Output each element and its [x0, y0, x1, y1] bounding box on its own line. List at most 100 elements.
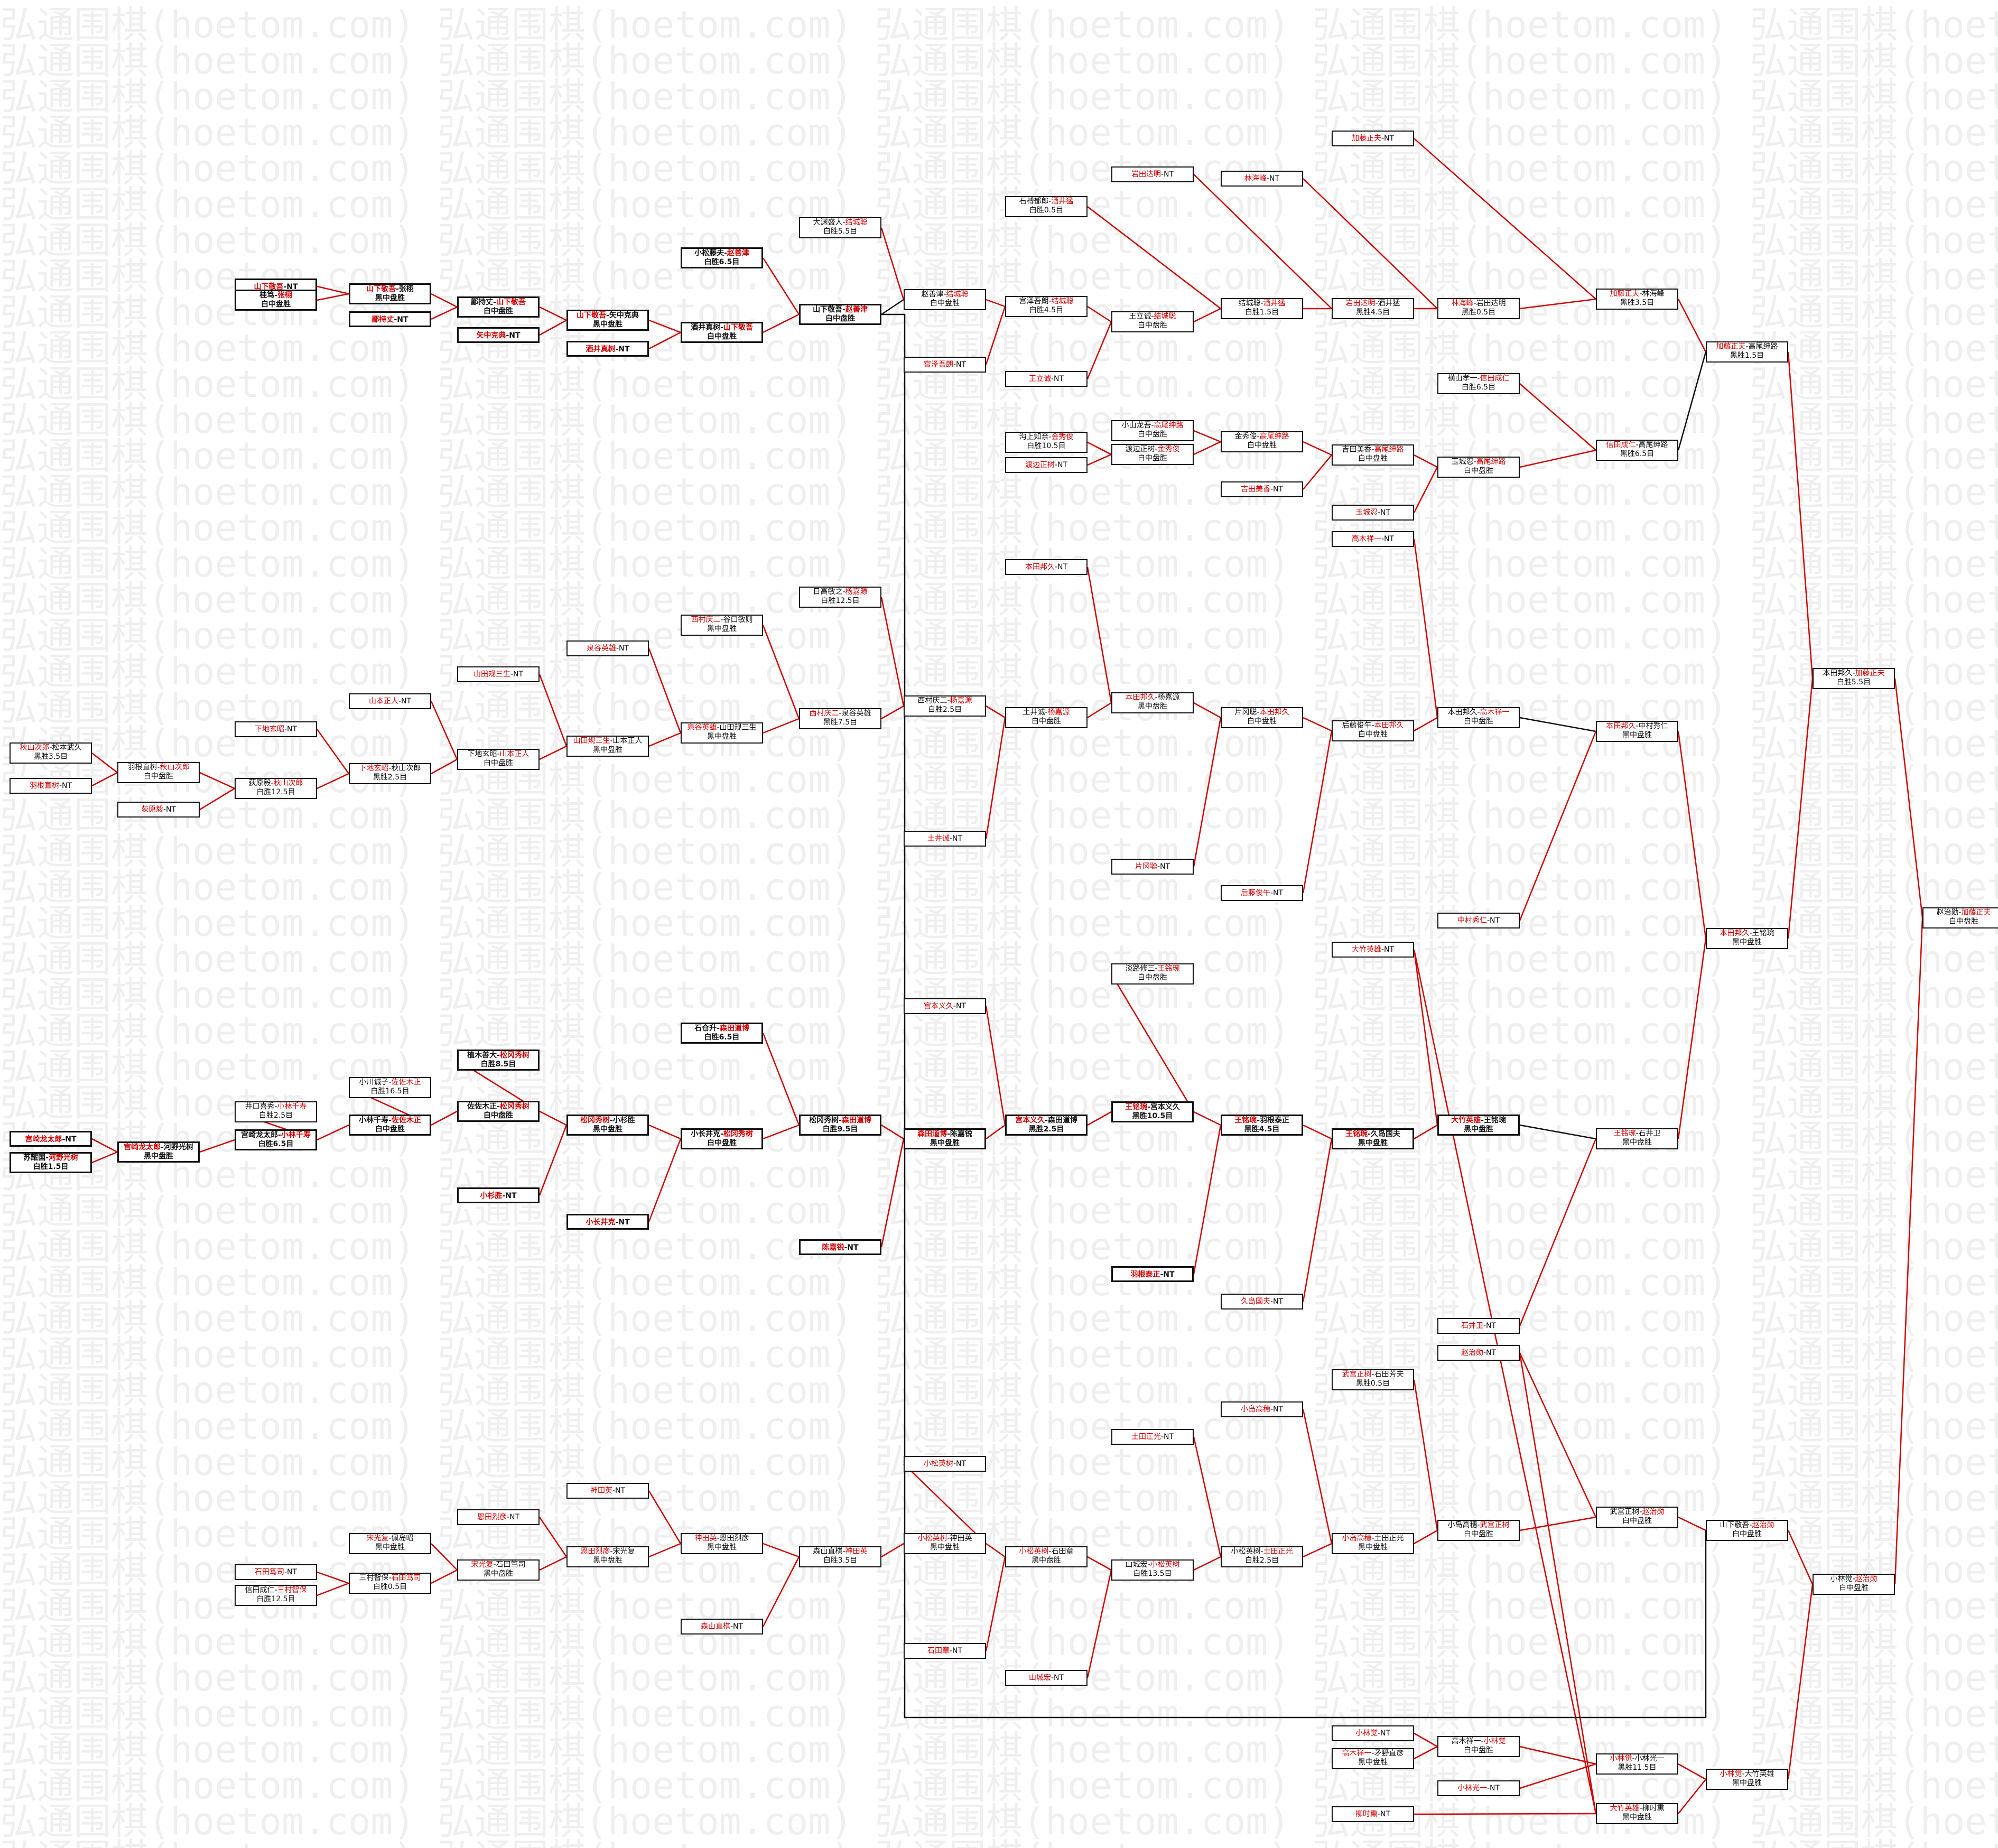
match-text: 片冈聪-	[1234, 708, 1260, 717]
winner-name: 宫崎龙太郎	[124, 1143, 161, 1151]
winner-name: 宫本义久	[1015, 1116, 1045, 1125]
match-box: 陈嘉锐-NT	[799, 1239, 881, 1255]
match-result: 白中盘胜	[682, 332, 761, 341]
winner-name: 石田笃司	[391, 1574, 421, 1582]
winner-name: 恩田烈彦	[477, 1513, 507, 1521]
match-text: -NT	[953, 360, 967, 369]
bracket-trunk	[881, 313, 1707, 1719]
match-result: 白胜10.5目	[1006, 442, 1086, 451]
match-text: -石田芳夫	[1371, 1370, 1404, 1379]
winner-name: 矢中克典	[476, 331, 506, 340]
match-text: 淡路修三-	[1125, 964, 1158, 973]
match-box: 桂笃-张栩 白中盘胜	[235, 290, 317, 311]
bracket-connector	[1677, 731, 1707, 939]
bracket-connector	[1414, 138, 1596, 300]
bracket-connector	[199, 787, 235, 811]
match-text: 黑中盘胜	[375, 294, 405, 302]
match-text: 白胜10.5目	[1027, 442, 1066, 450]
match-text: -林海峰	[1639, 290, 1665, 298]
bracket-connector	[1519, 1124, 1596, 1140]
match-box: 小松英树-土田正光 白胜2.5目	[1221, 1546, 1303, 1567]
match-text: 黑胜2.5目	[1028, 1125, 1064, 1134]
match-players: 井口喜秀-小林千寿	[236, 1102, 316, 1111]
match-result: 黑中盘胜	[682, 1543, 762, 1552]
match-text: -NT	[1051, 375, 1064, 383]
match-text: -NT	[502, 1192, 517, 1200]
match-players: 鄙持丈-NT	[350, 313, 430, 326]
match-result: 黑中盘胜	[1597, 1813, 1677, 1822]
match-players: 大竹英雄-柳时熏	[1597, 1804, 1677, 1813]
match-text: -秋山次郎	[388, 764, 421, 773]
winner-name: 加藤正夫	[1716, 342, 1746, 351]
match-text: 白中盘胜	[1138, 454, 1167, 462]
match-box: 三村智保-石田笃司 白胜0.5目	[349, 1573, 431, 1594]
match-players: 宋光复-石田笃司	[458, 1561, 538, 1570]
match-box: 鄙持丈-NT	[349, 311, 431, 327]
match-box: 赵治勋-NT	[1437, 1345, 1520, 1361]
match-result: 黑中盘胜	[905, 1139, 984, 1148]
bracket-connector	[903, 1463, 987, 1544]
match-box: 宫本义久-NT	[904, 998, 986, 1014]
match-result: 黑胜0.5目	[1333, 1379, 1413, 1388]
match-result: 黑中盘胜	[905, 1543, 985, 1552]
winner-name: 王铭琬	[1157, 964, 1180, 973]
bracket-connector	[1677, 351, 1707, 451]
match-text: 白胜6.5目	[704, 258, 740, 266]
bracket-connector	[1086, 321, 1112, 379]
winner-name: 本田邦久	[1259, 708, 1289, 717]
bracket-connector	[1087, 441, 1112, 456]
winner-name: 久岛国夫	[1240, 1297, 1270, 1306]
match-result: 白中盘胜	[118, 772, 199, 781]
match-text: 白胜2.5目	[1244, 1556, 1279, 1565]
bracket-connector	[1787, 351, 1814, 679]
match-box: 宫泽吾朗-结城聪 白胜4.5目	[1005, 296, 1088, 317]
winner-name: 本田邦久	[1374, 721, 1404, 730]
match-players: 荻原毅-秋山次郎	[236, 779, 316, 788]
match-box: 武宫正树-赵治勋 白中盘胜	[1596, 1507, 1678, 1528]
winner-name: 小松英树	[923, 1460, 953, 1468]
match-box: 小长井克-松冈秀树 白中盘胜	[681, 1128, 763, 1149]
match-result: 白胜5.5目	[1814, 678, 1894, 687]
match-box: 大渊盛人-结城聪 白胜5.5目	[799, 217, 881, 238]
match-text: -NT	[283, 283, 298, 291]
bracket-connector	[1086, 567, 1112, 703]
match-box: 山下敬吾-张栩 黑中盘胜	[349, 283, 431, 304]
match-players: 山城宏-NT	[1006, 1671, 1086, 1685]
bracket-connector	[539, 319, 567, 336]
match-box: 小林觉-赵治勋 白中盘胜	[1813, 1574, 1895, 1595]
match-box: 玉城忍-高尾绅路 白中盘胜	[1437, 457, 1520, 478]
match-players: 桂笃-张栩	[236, 291, 315, 300]
match-box: 王立诚-NT	[1005, 371, 1088, 387]
match-result: 白中盘胜	[1333, 454, 1413, 463]
match-result: 白中盘胜	[1814, 1584, 1894, 1593]
match-text: 白中盘胜	[1732, 1530, 1762, 1538]
bracket-connector	[1413, 949, 1438, 1126]
match-result: 黑中盘胜	[350, 1543, 430, 1552]
match-text: 白中盘胜	[484, 307, 513, 315]
match-players: 土井诚-杨嘉源	[1006, 708, 1086, 717]
winner-name: 森田道博	[917, 1130, 947, 1138]
match-result: 白中盘胜	[1707, 1530, 1787, 1539]
match-players: 结城聪-酒井猛	[1222, 299, 1302, 308]
match-box: 林海峰-岩田达明 黑胜0.5目	[1437, 298, 1520, 319]
match-text: 白胜1.5目	[1244, 308, 1279, 317]
match-players: 山下敬吾-赵善津	[801, 305, 880, 314]
match-result: 黑中盘胜	[1333, 1758, 1413, 1767]
match-players: 高木祥一-NT	[1333, 532, 1413, 546]
match-text: 白胜1.5目	[33, 1163, 69, 1171]
match-box: 高木祥一-小林觉 白中盘胜	[1437, 1736, 1520, 1757]
match-result: 黑中盘胜	[1597, 1138, 1677, 1147]
match-players: 本田邦久-王铭琬	[1707, 929, 1787, 938]
match-text: 宫泽吾朗-	[1019, 297, 1052, 305]
match-box: 泉谷英雄-NT	[566, 640, 649, 656]
match-box: 小杉胜-NT	[457, 1187, 540, 1203]
match-result: 白中盘胜	[1112, 973, 1193, 982]
match-box: 日高敏之-杨嘉源 白胜12.5目	[799, 587, 881, 608]
bracket-connector	[1413, 1379, 1438, 1531]
match-result: 白中盘胜	[1112, 454, 1193, 463]
winner-name: 土井诚	[927, 834, 950, 843]
winner-name: 岩田达明	[1131, 170, 1161, 179]
winner-name: 杨嘉源	[1047, 708, 1070, 717]
match-players: 岩田达明-酒井猛	[1333, 299, 1413, 308]
bracket-connector	[881, 299, 904, 315]
